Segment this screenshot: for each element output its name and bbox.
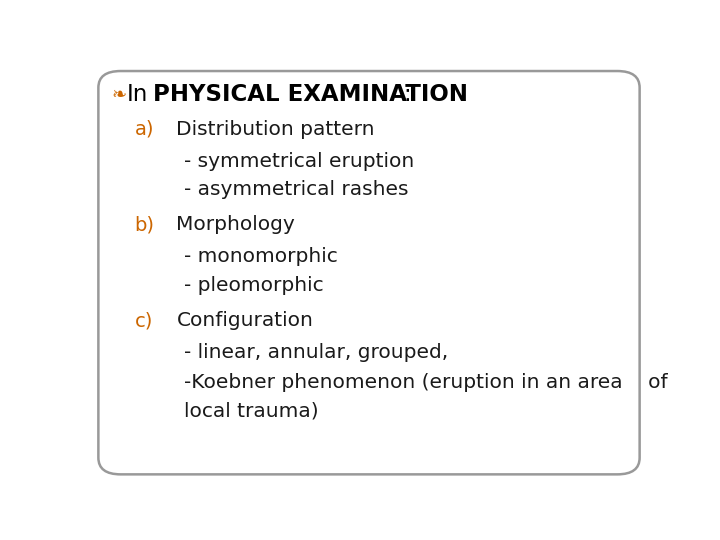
Text: Morphology: Morphology [176,215,295,234]
Text: Configuration: Configuration [176,311,313,330]
Text: - linear, annular, grouped,: - linear, annular, grouped, [184,343,448,362]
Text: b): b) [135,215,155,234]
Text: In: In [126,83,148,106]
Text: - monomorphic: - monomorphic [184,247,338,266]
Text: -Koebner phenomenon (eruption in an area    of: -Koebner phenomenon (eruption in an area… [184,373,667,393]
Text: - asymmetrical rashes: - asymmetrical rashes [184,180,408,199]
Text: c): c) [135,311,153,330]
Text: a): a) [135,120,154,139]
Text: PHYSICAL EXAMINATION: PHYSICAL EXAMINATION [153,83,468,106]
Text: - symmetrical eruption: - symmetrical eruption [184,152,414,171]
FancyBboxPatch shape [99,71,639,474]
Text: :: : [403,83,410,106]
Text: local trauma): local trauma) [184,401,318,420]
Text: ❧: ❧ [111,86,126,104]
Text: - pleomorphic: - pleomorphic [184,276,323,295]
Text: Distribution pattern: Distribution pattern [176,120,375,139]
